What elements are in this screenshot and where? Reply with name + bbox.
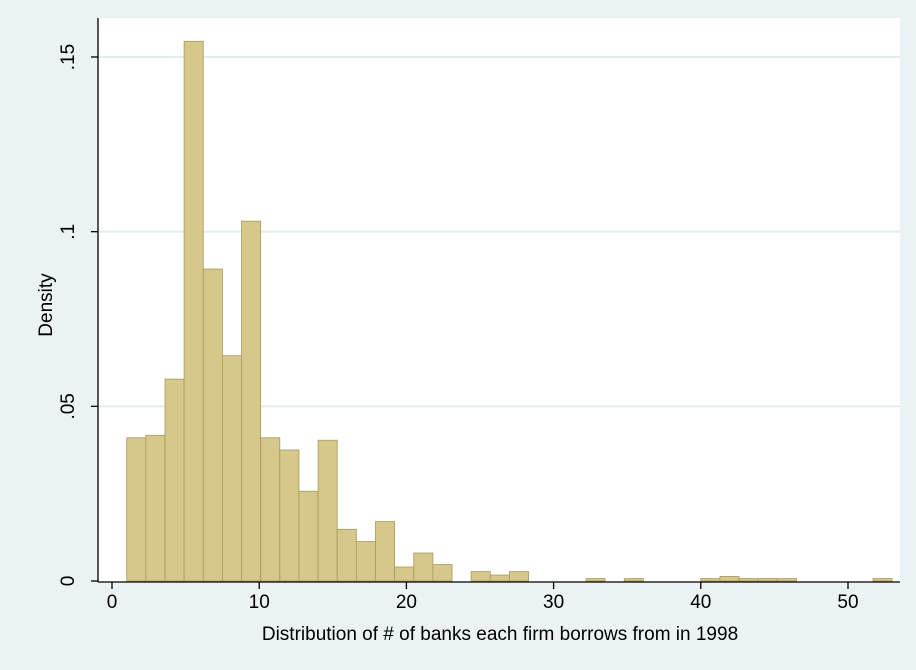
histogram-bar: [413, 552, 434, 582]
histogram-bar: [375, 521, 396, 582]
histogram-bar: [126, 437, 147, 582]
x-tick-label: 0: [107, 592, 118, 613]
y-tick-label: .05: [58, 393, 79, 419]
y-tick-label: .1: [58, 224, 79, 240]
histogram-bar: [470, 571, 491, 582]
x-axis-title: Distribution of # of banks each firm bor…: [262, 624, 738, 645]
histogram-bar: [738, 578, 759, 582]
histogram-bar: [260, 437, 281, 582]
axes: [97, 18, 900, 583]
histogram-bar: [145, 434, 166, 582]
x-tick-label: 40: [690, 592, 711, 613]
histogram-bar: [700, 578, 721, 582]
histogram-bar: [241, 220, 262, 582]
histogram-bar: [355, 541, 376, 582]
histogram-bar: [872, 578, 893, 582]
histogram-bar: [183, 40, 204, 582]
y-tick-label: 0: [58, 576, 79, 587]
x-axis-ticks: 0 10 20 30 40 50: [107, 582, 859, 613]
histogram-bar: [623, 578, 644, 582]
y-axis-title: Density: [36, 273, 57, 337]
x-tick-label: 50: [837, 592, 858, 613]
histogram-bar: [317, 439, 338, 582]
histogram-bar: [336, 528, 357, 582]
histogram-bar: [776, 578, 797, 582]
y-tick-label: .15: [58, 44, 79, 70]
histogram-bar: [164, 378, 185, 582]
histogram-bar: [394, 566, 415, 582]
x-tick-label: 30: [543, 592, 564, 613]
histogram-bar: [202, 268, 223, 582]
histogram-bar: [279, 449, 300, 582]
histogram-bar: [509, 571, 529, 582]
histogram-bar: [298, 490, 319, 582]
histogram-bar: [489, 574, 510, 582]
y-axis-ticks: 0 .05 .1 .15: [58, 44, 98, 587]
histogram-bar: [221, 355, 242, 582]
histogram-bar: [719, 576, 740, 582]
bars: [126, 40, 893, 582]
x-tick-label: 20: [396, 592, 417, 613]
x-tick-label: 10: [249, 592, 270, 613]
histogram-bar: [585, 578, 606, 582]
histogram-bar: [757, 578, 778, 582]
histogram-bar: [432, 564, 453, 582]
